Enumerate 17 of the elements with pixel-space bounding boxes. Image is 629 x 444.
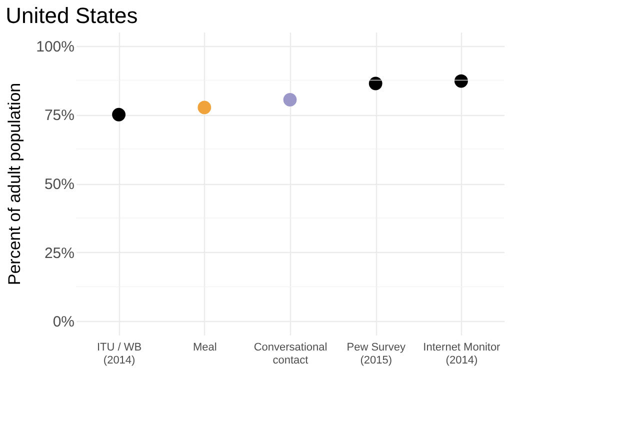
y-tick-label: 100% bbox=[36, 38, 74, 56]
x-tick-label: ITU / WB (2014) bbox=[96, 342, 142, 366]
point bbox=[112, 108, 126, 122]
point bbox=[198, 100, 212, 114]
point bbox=[283, 93, 297, 106]
x-tick-label: Meal bbox=[192, 342, 217, 354]
chart-title: United States bbox=[6, 3, 138, 28]
x-tick-label: Pew Survey (2015) bbox=[346, 342, 406, 366]
x-tick-label: Internet Monitor (2014) bbox=[423, 342, 501, 366]
y-tick-label: 75% bbox=[44, 107, 74, 124]
point bbox=[368, 76, 382, 90]
y-tick-label: 25% bbox=[44, 244, 74, 262]
point bbox=[454, 74, 468, 88]
y-tick-label: 0% bbox=[52, 314, 74, 331]
y-axis-title: Percent of adult population bbox=[5, 82, 24, 286]
x-tick-label: Conversational contact bbox=[254, 342, 328, 366]
y-tick-label: 50% bbox=[44, 176, 74, 193]
